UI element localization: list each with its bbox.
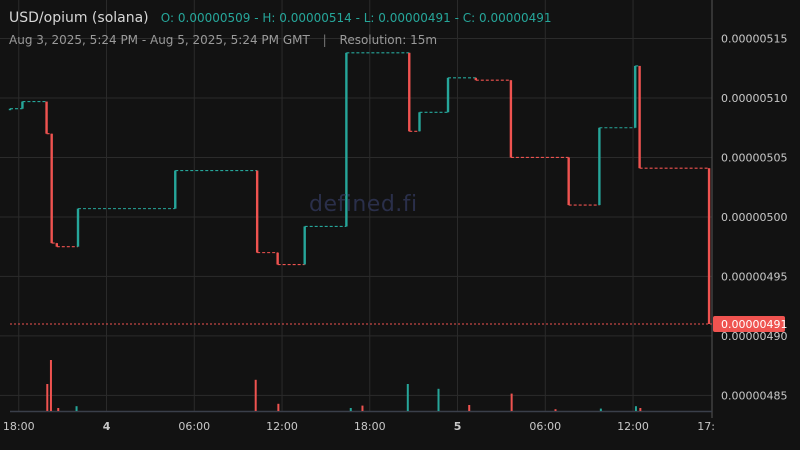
- price-move: [474, 77, 478, 81]
- volume-bar: [254, 379, 257, 411]
- y-tick-label: 0.00000505: [721, 151, 787, 164]
- resolution-label: Resolution: 15m: [339, 33, 438, 47]
- chart-header: USD/opium (solana) O: 0.00000509 - H: 0.…: [9, 10, 552, 26]
- price-move: [8, 108, 12, 111]
- volume-bar: [75, 406, 78, 411]
- x-tick-label: 5: [454, 420, 462, 433]
- price-move: [638, 65, 641, 169]
- volume-bar: [468, 405, 471, 411]
- volume-bar: [634, 406, 637, 411]
- price-move: [446, 77, 450, 113]
- price-move: [174, 170, 177, 209]
- y-tick-label: 0.00000515: [721, 33, 787, 46]
- x-tick-label: 12:00: [266, 420, 298, 433]
- volume-bar: [554, 409, 557, 411]
- y-tick-label: 0.00000510: [721, 92, 787, 105]
- x-tick-label: 06:00: [178, 420, 210, 433]
- x-tick-label: 4: [103, 420, 111, 433]
- price-move: [21, 101, 24, 109]
- volume-bar: [349, 408, 352, 411]
- volume-bar: [406, 384, 409, 411]
- y-tick-label: 0.00000485: [721, 389, 787, 402]
- price-move: [55, 243, 58, 247]
- pair-title: USD/opium (solana): [9, 10, 149, 26]
- x-tick-label: 12:00: [617, 420, 649, 433]
- price-move: [50, 133, 53, 244]
- y-tick-label: 0.00000495: [721, 270, 787, 283]
- y-tick-label: 0.00000500: [721, 211, 787, 224]
- price-move: [255, 170, 259, 253]
- x-tick-label: 06:00: [529, 420, 561, 433]
- price-move: [634, 65, 637, 128]
- volume-bar: [57, 408, 60, 411]
- current-price-tag: [713, 315, 785, 332]
- volume-bar: [49, 360, 52, 411]
- current-price-label: 0.00000491: [721, 318, 787, 331]
- price-move: [418, 112, 421, 132]
- x-tick-label: 18:00: [3, 420, 35, 433]
- watermark: defined.fi: [309, 192, 418, 217]
- price-move: [509, 80, 513, 158]
- price-move: [598, 127, 601, 206]
- price-move: [408, 52, 411, 132]
- ohlc-readout: O: 0.00000509 - H: 0.00000514 - L: 0.000…: [160, 11, 552, 25]
- separator: |: [322, 33, 327, 47]
- price-move: [276, 252, 279, 265]
- y-tick-label: 0.00000490: [721, 330, 787, 343]
- price-move: [567, 157, 570, 206]
- price-move: [707, 168, 711, 324]
- volume-bar: [361, 405, 364, 411]
- volume-bar: [277, 403, 280, 411]
- price-move: [303, 226, 306, 265]
- x-tick-label: 18:00: [354, 420, 386, 433]
- volume-bar: [599, 408, 602, 411]
- x-tick-label: 17:: [697, 420, 715, 433]
- volume-bar: [639, 408, 642, 411]
- price-move: [345, 52, 348, 227]
- volume-bar: [510, 393, 513, 411]
- chart-subheader: Aug 3, 2025, 5:24 PM - Aug 5, 2025, 5:24…: [9, 33, 437, 47]
- date-range: Aug 3, 2025, 5:24 PM - Aug 5, 2025, 5:24…: [9, 33, 310, 47]
- volume-bar: [437, 388, 440, 411]
- price-move: [45, 101, 48, 134]
- price-move: [76, 208, 80, 247]
- volume-bar: [46, 384, 49, 411]
